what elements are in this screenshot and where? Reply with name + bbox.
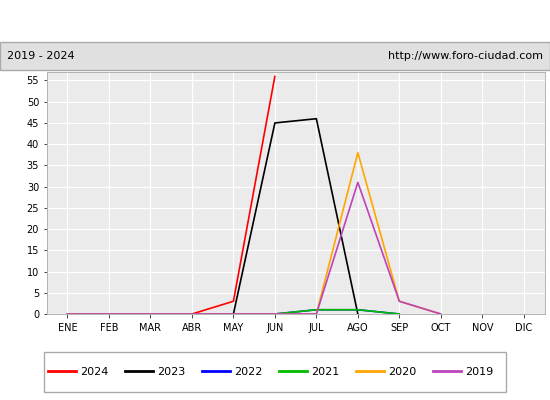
Text: 2022: 2022: [234, 367, 262, 377]
Text: 2019: 2019: [465, 367, 493, 377]
Text: 2019 - 2024: 2019 - 2024: [7, 51, 74, 61]
Text: 2023: 2023: [157, 367, 185, 377]
Text: 2024: 2024: [80, 367, 108, 377]
Text: http://www.foro-ciudad.com: http://www.foro-ciudad.com: [388, 51, 543, 61]
Text: Evolucion Nº Turistas Extranjeros en el municipio de Castrillo de Cabrera: Evolucion Nº Turistas Extranjeros en el …: [2, 14, 548, 28]
Text: 2021: 2021: [311, 367, 339, 377]
Text: 2020: 2020: [388, 367, 416, 377]
